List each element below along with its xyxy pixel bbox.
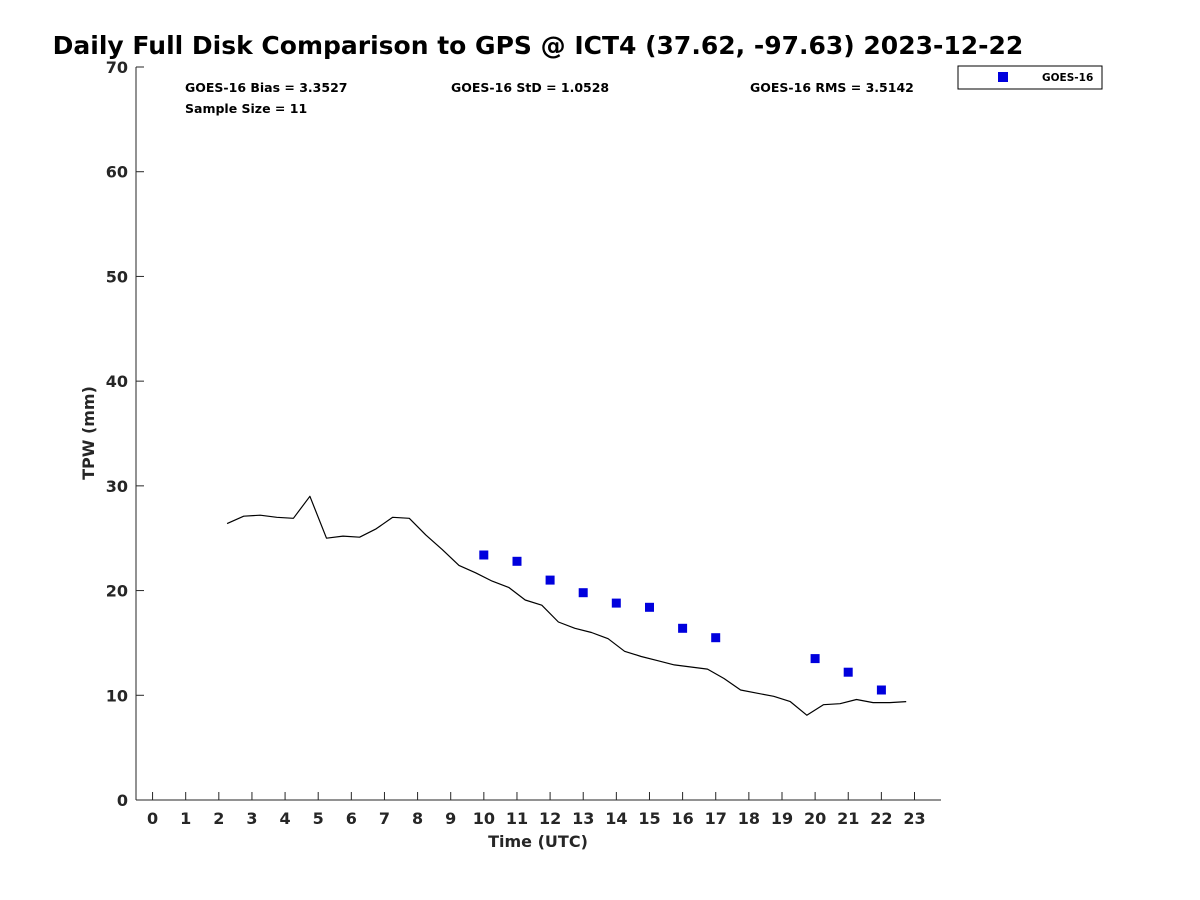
x-tick-label: 5: [313, 809, 324, 828]
x-tick-label: 18: [738, 809, 760, 828]
x-tick-label: 1: [180, 809, 191, 828]
y-tick-label: 30: [106, 477, 128, 496]
legend: GOES-16: [957, 65, 1103, 90]
y-tick-label: 0: [117, 791, 128, 810]
x-tick-label: 2: [213, 809, 224, 828]
x-tick-label: 23: [903, 809, 925, 828]
stat-sample-size: Sample Size = 11: [185, 101, 307, 116]
data-point-goes16: [810, 654, 820, 664]
x-tick-label: 15: [638, 809, 660, 828]
x-tick-label: 3: [246, 809, 257, 828]
x-tick-label: 6: [346, 809, 357, 828]
x-tick-label: 19: [771, 809, 793, 828]
y-ticks: 0 10 20 30 40 50 60 70: [106, 58, 144, 810]
data-point-goes16: [578, 588, 588, 598]
x-tick-label: 12: [539, 809, 561, 828]
x-tick-label: 10: [473, 809, 495, 828]
x-tick-label: 21: [837, 809, 859, 828]
x-tick-label: 9: [445, 809, 456, 828]
data-point-goes16: [512, 556, 522, 566]
y-tick-label: 60: [106, 163, 128, 182]
x-tick-label: 0: [147, 809, 158, 828]
series-line-gps: [226, 495, 907, 716]
data-point-goes16: [843, 667, 853, 677]
stat-rms: GOES-16 RMS = 3.5142: [750, 80, 914, 95]
x-tick-label: 11: [506, 809, 528, 828]
x-tick-label: 4: [280, 809, 291, 828]
x-ticks: 0 1 2 3 4 5 6 7 8 9 10 11 12 13 14 15 16 17 18 19 20 21 22 23: [147, 792, 926, 828]
y-tick-label: 50: [106, 267, 128, 286]
stat-std: GOES-16 StD = 1.0528: [451, 80, 609, 95]
legend-label-goes16: GOES-16: [1042, 72, 1093, 84]
series-layer: [226, 495, 907, 716]
x-tick-label: 20: [804, 809, 826, 828]
y-tick-label: 40: [106, 372, 128, 391]
x-tick-label: 8: [412, 809, 423, 828]
x-tick-label: 13: [572, 809, 594, 828]
legend-marker-goes16: [998, 72, 1008, 82]
data-point-goes16: [678, 623, 688, 633]
y-axis-label: TPW (mm): [79, 386, 98, 480]
data-point-goes16: [711, 633, 721, 643]
data-point-goes16: [545, 575, 555, 585]
x-tick-label: 7: [379, 809, 390, 828]
x-tick-label: 14: [605, 809, 627, 828]
y-tick-label: 70: [106, 58, 128, 77]
chart-title: Daily Full Disk Comparison to GPS @ ICT4…: [53, 31, 1024, 60]
y-tick-label: 20: [106, 582, 128, 601]
y-tick-label: 10: [106, 686, 128, 705]
data-point-goes16: [611, 598, 621, 608]
data-point-goes16: [645, 602, 654, 612]
x-tick-label: 17: [705, 809, 727, 828]
axes: [135, 67, 941, 801]
data-point-goes16: [479, 550, 489, 560]
legend-box: [957, 65, 1103, 90]
stat-bias: GOES-16 Bias = 3.3527: [185, 80, 347, 95]
data-point-goes16: [876, 685, 886, 695]
x-tick-label: 16: [671, 809, 693, 828]
x-axis-label: Time (UTC): [488, 832, 588, 851]
x-tick-label: 22: [870, 809, 892, 828]
